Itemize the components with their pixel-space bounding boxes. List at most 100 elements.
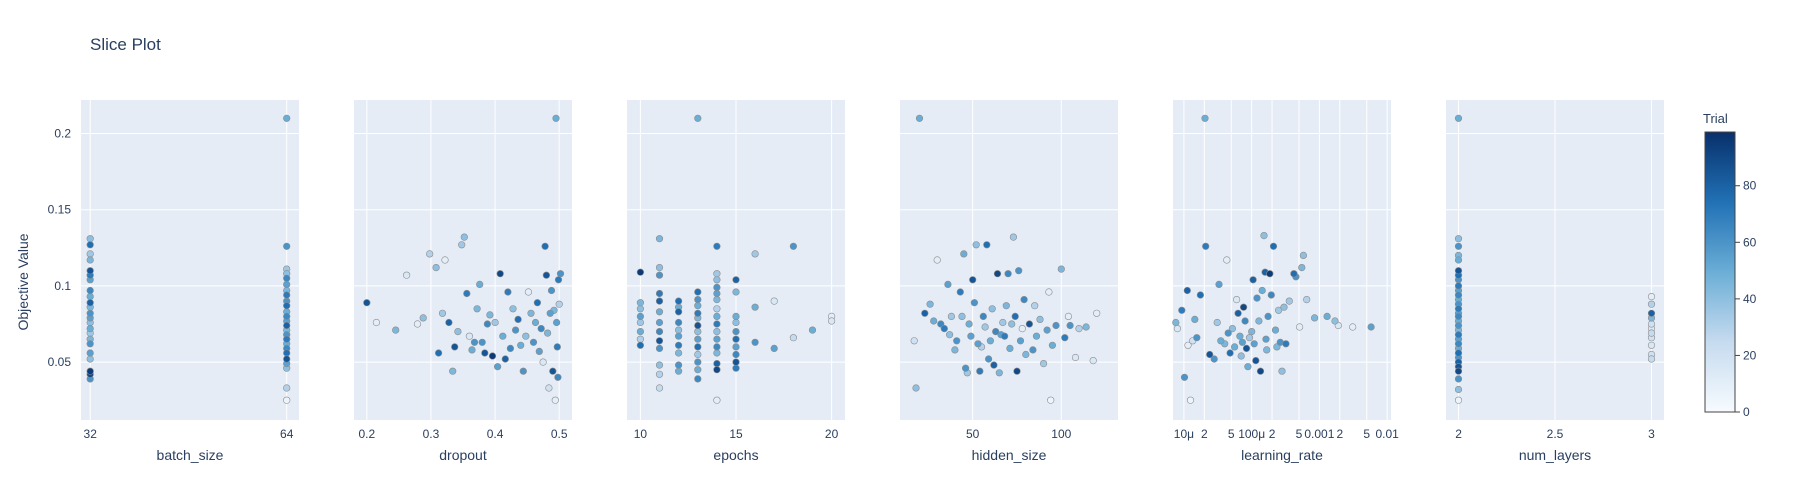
data-point <box>553 343 561 351</box>
x-tick-label: 2 <box>1455 427 1462 441</box>
data-point <box>999 318 1007 327</box>
data-point <box>86 256 94 264</box>
data-point <box>1367 323 1375 331</box>
data-point <box>910 337 918 345</box>
data-point <box>1057 265 1065 273</box>
data-point <box>1025 320 1033 328</box>
data-point <box>1454 282 1463 290</box>
x-axis-label: num_layers <box>1519 447 1591 463</box>
y-tick-label: 0.15 <box>48 203 72 217</box>
data-point <box>912 384 920 392</box>
data-point <box>674 367 683 375</box>
x-tick-label: 2.5 <box>1547 427 1564 441</box>
data-point <box>524 288 533 296</box>
data-point <box>283 335 291 343</box>
data-point <box>283 302 291 310</box>
data-point <box>988 305 996 313</box>
data-point <box>1258 286 1266 295</box>
data-point <box>86 325 94 333</box>
data-point <box>1249 276 1257 284</box>
data-point <box>1064 312 1072 321</box>
data-point <box>86 293 94 301</box>
data-point <box>981 323 989 331</box>
data-point <box>694 328 702 336</box>
x-axis-label: learning_rate <box>1241 447 1323 463</box>
data-point <box>636 268 645 276</box>
data-point <box>1213 318 1221 327</box>
data-point <box>1252 357 1260 365</box>
x-tick-label: 64 <box>280 427 294 441</box>
data-point <box>694 375 702 383</box>
data-point <box>979 312 987 321</box>
data-point <box>1032 332 1041 340</box>
data-point <box>732 358 740 366</box>
data-point <box>1263 346 1271 354</box>
data-point <box>674 318 683 327</box>
x-tick-label: 2 <box>1336 427 1343 441</box>
data-point <box>545 384 553 392</box>
data-point <box>1266 270 1274 278</box>
data-point <box>86 235 94 243</box>
data-point <box>947 312 956 321</box>
data-point <box>283 114 291 122</box>
data-point <box>674 326 683 334</box>
data-point <box>86 355 94 363</box>
data-point <box>486 311 494 319</box>
data-point <box>1303 296 1311 304</box>
data-point <box>958 312 966 321</box>
colorbar-tick-label: 80 <box>1743 179 1757 193</box>
data-point <box>1048 341 1056 349</box>
data-point <box>1250 340 1258 348</box>
data-point <box>674 332 683 340</box>
data-point <box>1267 291 1275 299</box>
data-point <box>674 308 683 316</box>
data-point <box>555 300 563 308</box>
data-point <box>713 242 721 250</box>
data-point <box>283 280 291 289</box>
data-point <box>1454 267 1463 275</box>
data-point <box>488 352 497 360</box>
data-point <box>636 335 645 343</box>
data-point <box>674 349 683 357</box>
data-point <box>1454 321 1463 330</box>
data-point <box>1004 270 1012 278</box>
x-tick-label: 100 <box>1051 427 1071 441</box>
data-point <box>1018 325 1026 333</box>
data-point <box>509 305 517 313</box>
data-point <box>549 367 557 375</box>
colorbar-tick-label: 20 <box>1743 348 1757 362</box>
data-point <box>636 318 645 327</box>
data-point <box>694 350 702 359</box>
x-tick-label: 0.01 <box>1375 427 1399 441</box>
x-tick-label: 0.5 <box>551 427 568 441</box>
data-point <box>419 314 427 322</box>
data-point <box>1331 317 1339 325</box>
data-point <box>1206 350 1214 359</box>
data-point <box>283 291 291 299</box>
data-point <box>1013 367 1021 375</box>
data-point <box>945 331 954 339</box>
data-point <box>1248 328 1256 336</box>
data-point <box>655 361 664 369</box>
x-tick-label: 5 <box>1296 427 1303 441</box>
data-point <box>674 297 683 305</box>
panel-epochs: 10 15 20 epochs <box>627 100 845 463</box>
data-point <box>1191 315 1199 324</box>
data-point <box>732 276 740 284</box>
data-point <box>514 315 522 324</box>
data-point <box>441 256 449 264</box>
data-point <box>1264 312 1272 321</box>
data-point <box>1002 302 1010 310</box>
y-tick-label: 0.1 <box>54 279 71 293</box>
data-point <box>1172 318 1180 327</box>
x-tick-label: 5 <box>1228 427 1235 441</box>
data-point <box>1089 357 1097 365</box>
data-point <box>953 337 961 345</box>
data-point <box>1454 242 1463 250</box>
x-tick-label: 2 <box>1269 427 1276 441</box>
x-tick-label: 20 <box>825 427 839 441</box>
data-point <box>1223 256 1231 264</box>
data-point <box>655 297 664 305</box>
